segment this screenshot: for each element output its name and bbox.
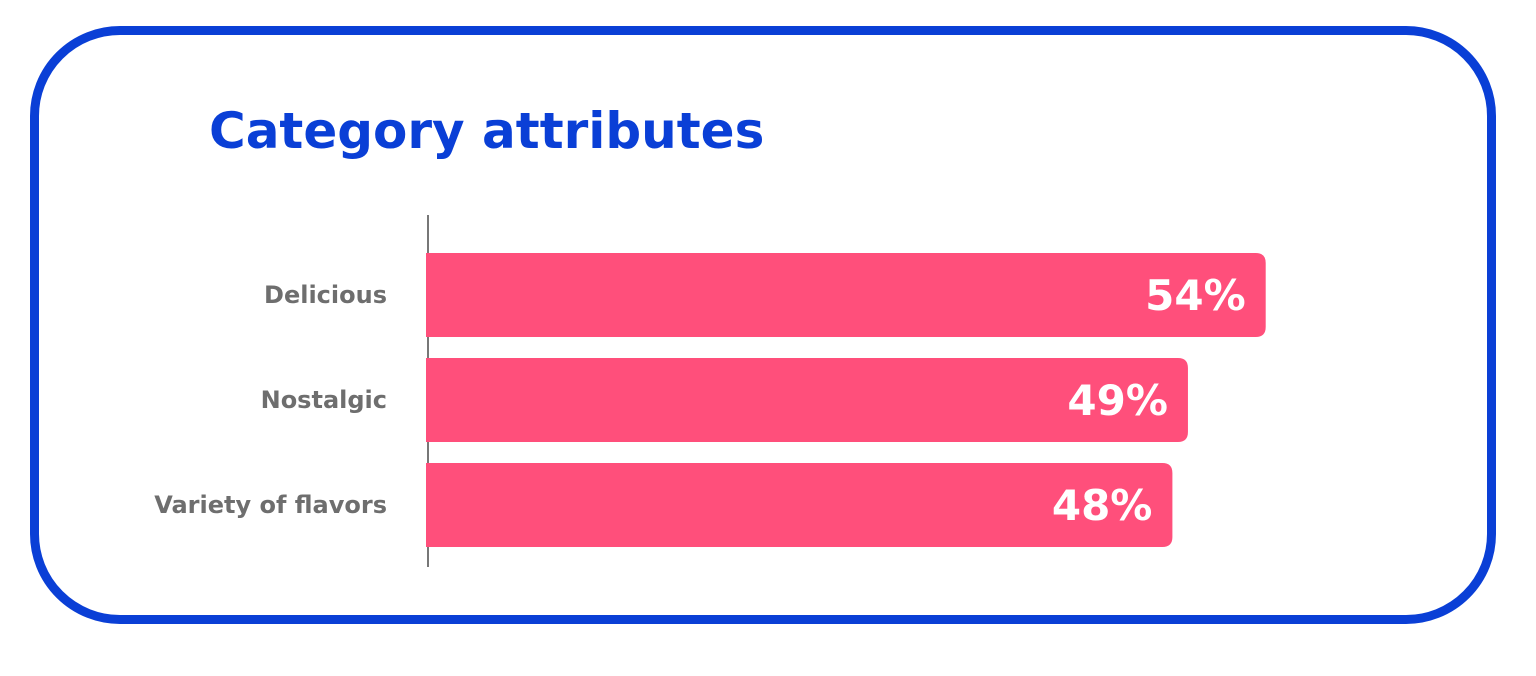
bar-nostalgic — [426, 358, 1188, 442]
category-label-variety-of-flavors: Variety of flavors — [154, 491, 387, 519]
bars-group: Delicious 54% Nostalgic 49% Variety of flavo… — [154, 253, 1266, 547]
value-label-nostalgic: 49% — [1067, 376, 1168, 425]
value-label-delicious: 54% — [1145, 271, 1246, 320]
category-label-delicious: Delicious — [264, 281, 387, 309]
value-label-variety-of-flavors: 48% — [1052, 481, 1153, 530]
bar-variety-of-flavors — [426, 463, 1173, 547]
bar-delicious — [426, 253, 1266, 337]
category-label-nostalgic: Nostalgic — [261, 386, 387, 414]
chart-title: Category attributes — [209, 102, 765, 160]
